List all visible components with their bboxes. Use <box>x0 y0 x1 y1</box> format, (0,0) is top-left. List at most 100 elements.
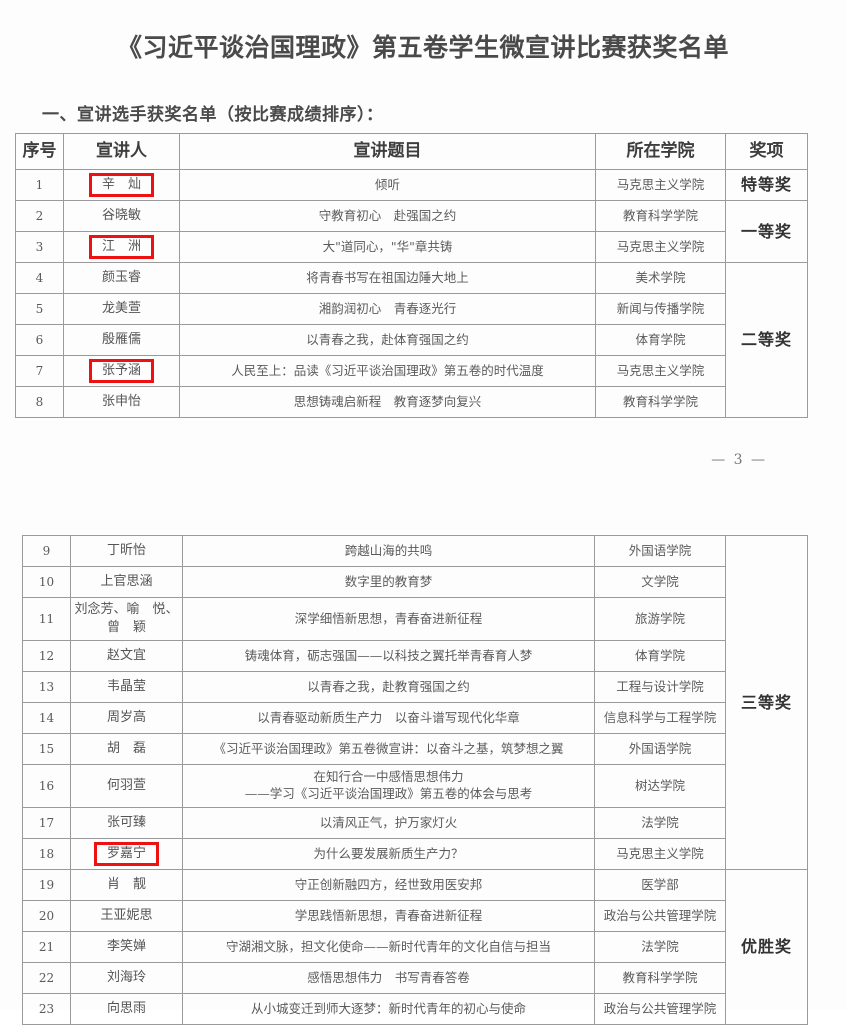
cell-topic: 《习近平谈治国理政》第五卷微宣讲：以奋斗之基，筑梦想之翼 <box>182 733 595 765</box>
cell-speaker-name: 韦晶莹 <box>70 671 183 703</box>
cell-speaker-name: 肖 靓 <box>70 869 183 901</box>
cell-college: 美术学院 <box>595 262 726 294</box>
cell-topic: 将青春书写在祖国边陲大地上 <box>179 262 596 294</box>
column-header-speaker: 宣讲人 <box>63 133 180 170</box>
cell-sequence-number: 21 <box>22 931 71 963</box>
speaker-name-text: 龙美萱 <box>101 301 141 317</box>
speaker-name-text: 何羽萱 <box>106 778 146 794</box>
cell-topic: 大"道同心，"华"章共铸 <box>179 231 596 263</box>
cell-college: 马克思主义学院 <box>595 355 726 387</box>
cell-college: 外国语学院 <box>594 535 726 567</box>
cell-topic: 学思践悟新思想，青春奋进新征程 <box>182 900 595 932</box>
speaker-name-text: 颜玉睿 <box>101 270 141 286</box>
cell-sequence-number: 8 <box>15 386 64 418</box>
speaker-name-text: 王亚妮思 <box>100 908 153 924</box>
cell-topic: 数字里的教育梦 <box>182 566 595 598</box>
table-row: 14 周岁高 以青春驱动新质生产力 以奋斗谱写现代化华章 信息科学与工程学院 <box>22 702 808 734</box>
table-row: 2 谷晓敏 守教育初心 赴强国之约 教育科学学院 一等奖 <box>15 200 808 263</box>
cell-speaker-name: 丁昕怡 <box>70 535 183 567</box>
cell-sequence-number: 4 <box>15 262 64 294</box>
cell-speaker-name: 王亚妮思 <box>70 900 183 932</box>
cell-speaker-name: 殷雁儒 <box>63 324 180 356</box>
cell-sequence-number: 20 <box>22 900 71 932</box>
cell-speaker-name: 罗嘉宁 <box>70 838 183 870</box>
speaker-name-text: 殷雁儒 <box>101 332 141 348</box>
cell-college: 树达学院 <box>594 764 726 808</box>
table-row: 16 何羽萱 在知行合一中感悟思想伟力 ——学习《习近平谈治国理政》第五卷的体会与思考… <box>22 764 808 808</box>
cell-sequence-number: 6 <box>15 324 64 356</box>
cell-sequence-number: 17 <box>22 807 71 839</box>
cell-sequence-number: 5 <box>15 293 64 325</box>
cell-college: 教育科学学院 <box>594 962 726 994</box>
cell-college: 马克思主义学院 <box>594 838 726 870</box>
cell-sequence-number: 13 <box>22 671 71 703</box>
speaker-name-text: 张可臻 <box>106 815 146 831</box>
table-row: 5 龙美萱 湘韵润初心 青春逐光行 新闻与传播学院 <box>15 293 808 325</box>
cell-college: 文学院 <box>594 566 726 598</box>
cell-college: 法学院 <box>594 807 726 839</box>
cell-sequence-number: 2 <box>15 200 64 232</box>
cell-sequence-number: 23 <box>22 993 71 1025</box>
cell-sequence-number: 3 <box>15 231 64 263</box>
cell-college: 信息科学与工程学院 <box>594 702 726 734</box>
cell-speaker-name: 辛 灿 <box>63 169 180 201</box>
column-header-award: 奖项 <box>725 133 808 170</box>
cell-topic: 以青春之我，赴教育强国之约 <box>182 671 595 703</box>
cell-topic: 思想铸魂启新程 教育逐梦向复兴 <box>179 386 596 418</box>
cell-speaker-name: 刘海玲 <box>70 962 183 994</box>
cell-college: 体育学院 <box>595 324 726 356</box>
cell-topic: 守教育初心 赴强国之约 <box>179 200 596 232</box>
cell-speaker-name: 张予涵 <box>63 355 180 387</box>
table-row: 10 上官思涵 数字里的教育梦 文学院 <box>22 566 808 598</box>
cell-college: 政治与公共管理学院 <box>594 900 726 932</box>
speaker-name-text: 赵文宜 <box>106 648 146 664</box>
speaker-name-text: 胡 磊 <box>106 741 146 757</box>
cell-sequence-number: 10 <box>22 566 71 598</box>
table-row: 8 张申怡 思想铸魂启新程 教育逐梦向复兴 教育科学学院 <box>15 386 808 418</box>
table-row: 12 赵文宜 铸魂体育，砺志强国——以科技之翼托举青春育人梦 体育学院 <box>22 640 808 672</box>
red-highlight-box: 江 洲 <box>88 234 154 260</box>
speaker-name-text: 向思雨 <box>106 1001 146 1017</box>
table-row: 7 张予涵 人民至上：品读《习近平谈治国理政》第五卷的时代温度 马克思主义学院 <box>15 355 808 387</box>
section-heading: 一、宣讲选手获奖名单（按比赛成绩排序）： <box>42 105 384 125</box>
column-header-topic: 宣讲题目 <box>179 133 596 170</box>
cell-sequence-number: 7 <box>15 355 64 387</box>
cell-college: 马克思主义学院 <box>595 231 726 263</box>
cell-topic: 从小城变迁到师大逐梦：新时代青年的初心与使命 <box>182 993 595 1025</box>
cell-college: 教育科学学院 <box>595 200 726 232</box>
cell-speaker-name: 张可臻 <box>70 807 183 839</box>
cell-college: 外国语学院 <box>594 733 726 765</box>
table-row: 23 向思雨 从小城变迁到师大逐梦：新时代青年的初心与使命 政治与公共管理学院 <box>22 993 808 1025</box>
cell-award-level: 一等奖 <box>725 200 808 263</box>
award-table-bottom: 9 丁昕怡 跨越山海的共鸣 外国语学院 三等奖 10 上官思涵 数字里的教育梦 文学院 11 刘念芳… <box>22 535 808 1025</box>
page-number: — 3 — <box>711 452 767 468</box>
speaker-name-text: 韦晶莹 <box>106 679 146 695</box>
table-row: 19 肖 靓 守正创新融四方，经世致用医安邦 医学部 优胜奖 <box>22 869 808 1025</box>
speaker-name-text: 上官思涵 <box>100 574 153 590</box>
red-highlight-box: 罗嘉宁 <box>93 841 159 867</box>
cell-award-level: 优胜奖 <box>725 869 808 1025</box>
cell-sequence-number: 14 <box>22 702 71 734</box>
table-row: 3 江 洲大"道同心，"华"章共铸 马克思主义学院 <box>15 231 808 263</box>
cell-speaker-name: 李笑婵 <box>70 931 183 963</box>
table-row: 20 王亚妮思 学思践悟新思想，青春奋进新征程 政治与公共管理学院 <box>22 900 808 932</box>
table-row: 4 颜玉睿 将青春书写在祖国边陲大地上 美术学院 二等奖 <box>15 262 808 418</box>
speaker-name-text: 谷晓敏 <box>101 208 141 224</box>
speaker-name-text: 肖 靓 <box>106 877 146 893</box>
cell-college: 马克思主义学院 <box>595 169 726 201</box>
cell-award-level: 二等奖 <box>725 262 808 418</box>
cell-topic: 在知行合一中感悟思想伟力 ——学习《习近平谈治国理政》第五卷的体会与思考 <box>182 764 595 808</box>
cell-sequence-number: 9 <box>22 535 71 567</box>
cell-topic: 感悟思想伟力 书写青春答卷 <box>182 962 595 994</box>
speaker-name-text: 李笑婵 <box>106 939 146 955</box>
cell-topic: 湘韵润初心 青春逐光行 <box>179 293 596 325</box>
table-row: 11 刘念芳、喻 悦、曾 颖深学细悟新思想，青春奋进新征程 旅游学院 <box>22 597 808 641</box>
table-row: 1 辛 灿倾听 马克思主义学院 特等奖 <box>15 169 808 201</box>
cell-award-level: 三等奖 <box>725 535 808 870</box>
cell-award-level: 特等奖 <box>725 169 808 201</box>
cell-speaker-name: 向思雨 <box>70 993 183 1025</box>
cell-topic: 以清风正气，护万家灯火 <box>182 807 595 839</box>
cell-sequence-number: 19 <box>22 869 71 901</box>
cell-topic: 以青春驱动新质生产力 以奋斗谱写现代化华章 <box>182 702 595 734</box>
column-header-number: 序号 <box>15 133 64 170</box>
